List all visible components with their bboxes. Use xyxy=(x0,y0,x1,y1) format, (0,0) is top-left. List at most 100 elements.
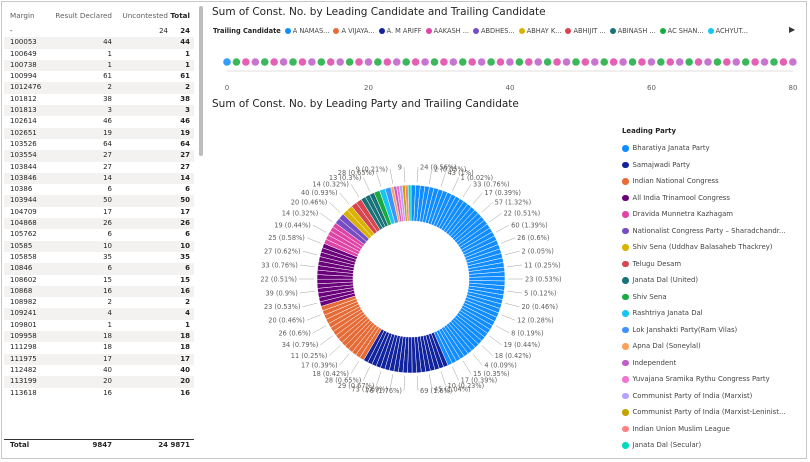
party-legend-item[interactable]: Janata Dal (United) xyxy=(622,272,786,289)
scatter-point[interactable] xyxy=(543,58,552,66)
scatter-point[interactable] xyxy=(609,58,618,66)
scatter-point[interactable] xyxy=(279,58,288,66)
legend-item[interactable]: ABINASH ... xyxy=(609,27,656,35)
scatter-point[interactable] xyxy=(430,58,439,66)
header-margin[interactable]: Margin xyxy=(10,11,35,20)
table-row[interactable]: 100994 61 61 xyxy=(4,71,194,82)
scatter-point[interactable] xyxy=(421,58,429,66)
scatter-point[interactable] xyxy=(534,58,543,66)
scatter-point[interactable] xyxy=(741,58,750,66)
donut-slice[interactable] xyxy=(407,184,412,222)
scatter-point[interactable] xyxy=(638,58,646,66)
header-result-declared[interactable]: Result Declared xyxy=(55,11,112,20)
scatter-point[interactable] xyxy=(694,58,703,66)
table-row[interactable]: 102614 46 46 xyxy=(4,116,194,127)
scatter-point[interactable] xyxy=(440,58,448,66)
table-row[interactable]: 103944 50 50 xyxy=(4,195,194,207)
table-row[interactable]: 105858 35 35 xyxy=(4,252,194,263)
table-row[interactable]: - 24 24 xyxy=(4,26,194,37)
party-legend-item[interactable]: Nationalist Congress Party – Sharadchand… xyxy=(622,223,786,240)
scatter-point[interactable] xyxy=(581,58,590,66)
scatter-point[interactable] xyxy=(458,58,467,66)
party-legend-item[interactable]: Communist Party of India (Marxist) xyxy=(622,388,786,405)
scatter-point[interactable] xyxy=(770,58,778,66)
party-legend-item[interactable]: Telugu Desam xyxy=(622,256,786,273)
scatter-point[interactable] xyxy=(666,58,675,66)
party-legend-item[interactable]: Shiv Sena (Uddhav Balasaheb Thackrey) xyxy=(622,239,786,256)
scatter-point[interactable] xyxy=(270,58,278,66)
table-row[interactable]: 113199 20 20 xyxy=(4,376,194,388)
scatter-point[interactable] xyxy=(336,58,344,66)
table-row[interactable]: 103526 64 64 xyxy=(4,139,194,150)
scatter-point[interactable] xyxy=(308,58,316,66)
table-row[interactable]: 104868 26 26 xyxy=(4,218,194,230)
legend-item[interactable]: A NAMAS... xyxy=(284,27,329,35)
table-row[interactable]: 103554 27 27 xyxy=(4,150,194,162)
legend-item[interactable]: AAKASH ... xyxy=(425,27,469,35)
table-row[interactable]: 101813 3 3 xyxy=(4,105,194,117)
table-row[interactable]: 103846 14 14 xyxy=(4,172,194,185)
party-legend-item[interactable]: Independent xyxy=(622,355,786,372)
party-legend-item[interactable]: Communist Party of India (Marxist-Lenini… xyxy=(622,404,786,421)
donut-chart[interactable]: 24 (0.56%)2 (0.05%)43 (1%)1 (0.02%)33 (0… xyxy=(205,118,605,418)
table-row[interactable]: 105762 6 6 xyxy=(4,229,194,240)
table-row[interactable]: 108982 2 2 xyxy=(4,297,194,308)
scatter-point[interactable] xyxy=(364,58,373,66)
table-row[interactable]: 104709 17 17 xyxy=(4,207,194,218)
scatter-point[interactable] xyxy=(600,58,609,66)
table-row[interactable]: 10585 10 10 xyxy=(4,240,194,252)
scatter-point[interactable] xyxy=(411,58,420,66)
legend-item[interactable]: ACHYUT... xyxy=(707,27,748,35)
matrix-scrollbar[interactable] xyxy=(199,6,203,156)
party-legend-item[interactable]: All India Trinamool Congress xyxy=(622,190,786,207)
scatter-point[interactable] xyxy=(232,58,241,66)
table-row[interactable]: 103844 27 27 xyxy=(4,162,194,173)
scatter-point[interactable] xyxy=(562,58,571,66)
scatter-point[interactable] xyxy=(468,58,477,66)
table-row[interactable]: 111298 18 18 xyxy=(4,342,194,353)
scatter-point[interactable] xyxy=(591,58,599,66)
party-legend-item[interactable]: Lok Janshakti Party(Ram Vilas) xyxy=(622,322,786,339)
header-uncontested[interactable]: Uncontested xyxy=(122,11,168,20)
scatter-point[interactable] xyxy=(647,58,656,66)
table-row[interactable]: 10846 6 6 xyxy=(4,263,194,275)
scatter-point[interactable] xyxy=(298,58,307,66)
party-legend-item[interactable]: Indian Union Muslim League xyxy=(622,421,786,438)
party-legend-item[interactable]: Shiv Sena xyxy=(622,289,786,306)
scatter-point[interactable] xyxy=(553,58,561,66)
legend-item[interactable]: A. M ARIFF xyxy=(378,27,422,35)
legend-item[interactable]: ABHIJIT ... xyxy=(565,27,606,35)
scatter-point[interactable] xyxy=(685,58,693,66)
scatter-point[interactable] xyxy=(223,58,231,66)
table-row[interactable]: 109958 18 18 xyxy=(4,331,194,343)
scatter-point[interactable] xyxy=(402,58,410,66)
legend-next-arrow[interactable]: ▶ xyxy=(789,25,796,34)
table-row[interactable]: 112482 40 40 xyxy=(4,365,194,376)
table-row[interactable]: 111975 17 17 xyxy=(4,353,194,365)
scatter-point[interactable] xyxy=(789,58,797,66)
scatter-point[interactable] xyxy=(760,58,769,66)
scatter-point[interactable] xyxy=(751,58,759,66)
scatter-point[interactable] xyxy=(392,58,401,66)
table-row[interactable]: 100738 1 1 xyxy=(4,59,194,72)
scatter-point[interactable] xyxy=(779,58,788,66)
table-row[interactable]: 109241 4 4 xyxy=(4,308,194,320)
party-legend-item[interactable]: Samajwadi Party xyxy=(622,157,786,174)
table-row[interactable]: 102651 19 19 xyxy=(4,127,194,139)
table-row[interactable]: 10386 6 6 xyxy=(4,184,194,195)
scatter-point[interactable] xyxy=(619,58,627,66)
scatter-point[interactable] xyxy=(572,58,580,66)
scatter-point[interactable] xyxy=(496,58,505,66)
scatter-plot[interactable]: 0 20 40 60 80 xyxy=(213,40,803,92)
scatter-point[interactable] xyxy=(355,58,363,66)
legend-item[interactable]: AC SHAN... xyxy=(659,27,704,35)
scatter-point[interactable] xyxy=(675,58,684,66)
party-legend-item[interactable]: Rashtriya Janata Dal xyxy=(622,305,786,322)
table-row[interactable]: 100053 44 44 xyxy=(4,37,194,49)
table-row[interactable]: 113618 16 16 xyxy=(4,388,194,399)
scatter-point[interactable] xyxy=(242,58,250,66)
table-row[interactable]: 1012476 2 2 xyxy=(4,82,194,94)
scatter-point[interactable] xyxy=(657,58,665,66)
scatter-point[interactable] xyxy=(704,58,712,66)
scatter-point[interactable] xyxy=(289,58,297,66)
